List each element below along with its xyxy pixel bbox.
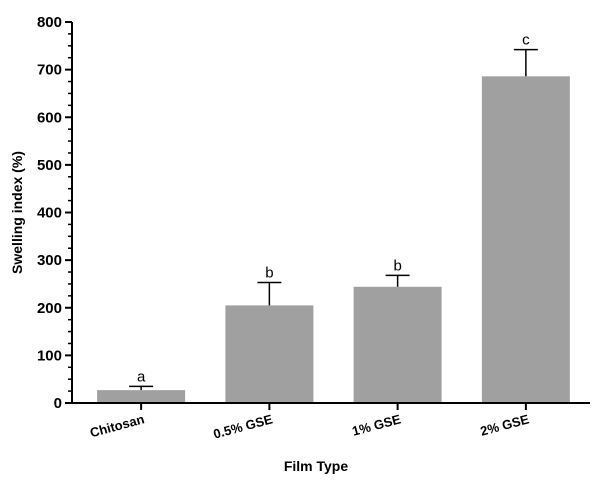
significance-label: a: [137, 368, 146, 385]
y-tick-label: 800: [37, 14, 62, 31]
x-category-label: Chitosan: [88, 411, 146, 440]
x-categories-layer: Chitosan 0.5% GSE 1% GSE 2% GSE: [88, 403, 531, 442]
significance-label: b: [393, 257, 401, 274]
significance-label: c: [522, 32, 530, 49]
y-axis-title: Swelling index (%): [9, 151, 25, 274]
bar: [481, 76, 570, 403]
bar: [225, 305, 314, 403]
y-tick-label: 100: [37, 347, 62, 364]
error-bars-layer: a b b c: [129, 32, 538, 391]
y-tick-label: 400: [37, 205, 62, 222]
y-ticks-layer: 0 100 200 300 400 500 600 700 800: [37, 14, 72, 412]
significance-label: b: [265, 265, 273, 282]
y-tick-label: 300: [37, 252, 62, 269]
x-category-label: 0.5% GSE: [212, 411, 275, 441]
x-category-label: 2% GSE: [479, 411, 531, 438]
y-tick-label: 0: [54, 395, 62, 412]
y-tick-label: 500: [37, 157, 62, 174]
x-category-label: 1% GSE: [350, 411, 402, 438]
bar: [97, 390, 186, 403]
bar: [353, 286, 442, 403]
x-axis-title: Film Type: [284, 458, 349, 474]
y-tick-label: 700: [37, 62, 62, 79]
y-tick-label: 200: [37, 300, 62, 317]
bars-layer: [97, 76, 570, 403]
y-tick-label: 600: [37, 109, 62, 126]
